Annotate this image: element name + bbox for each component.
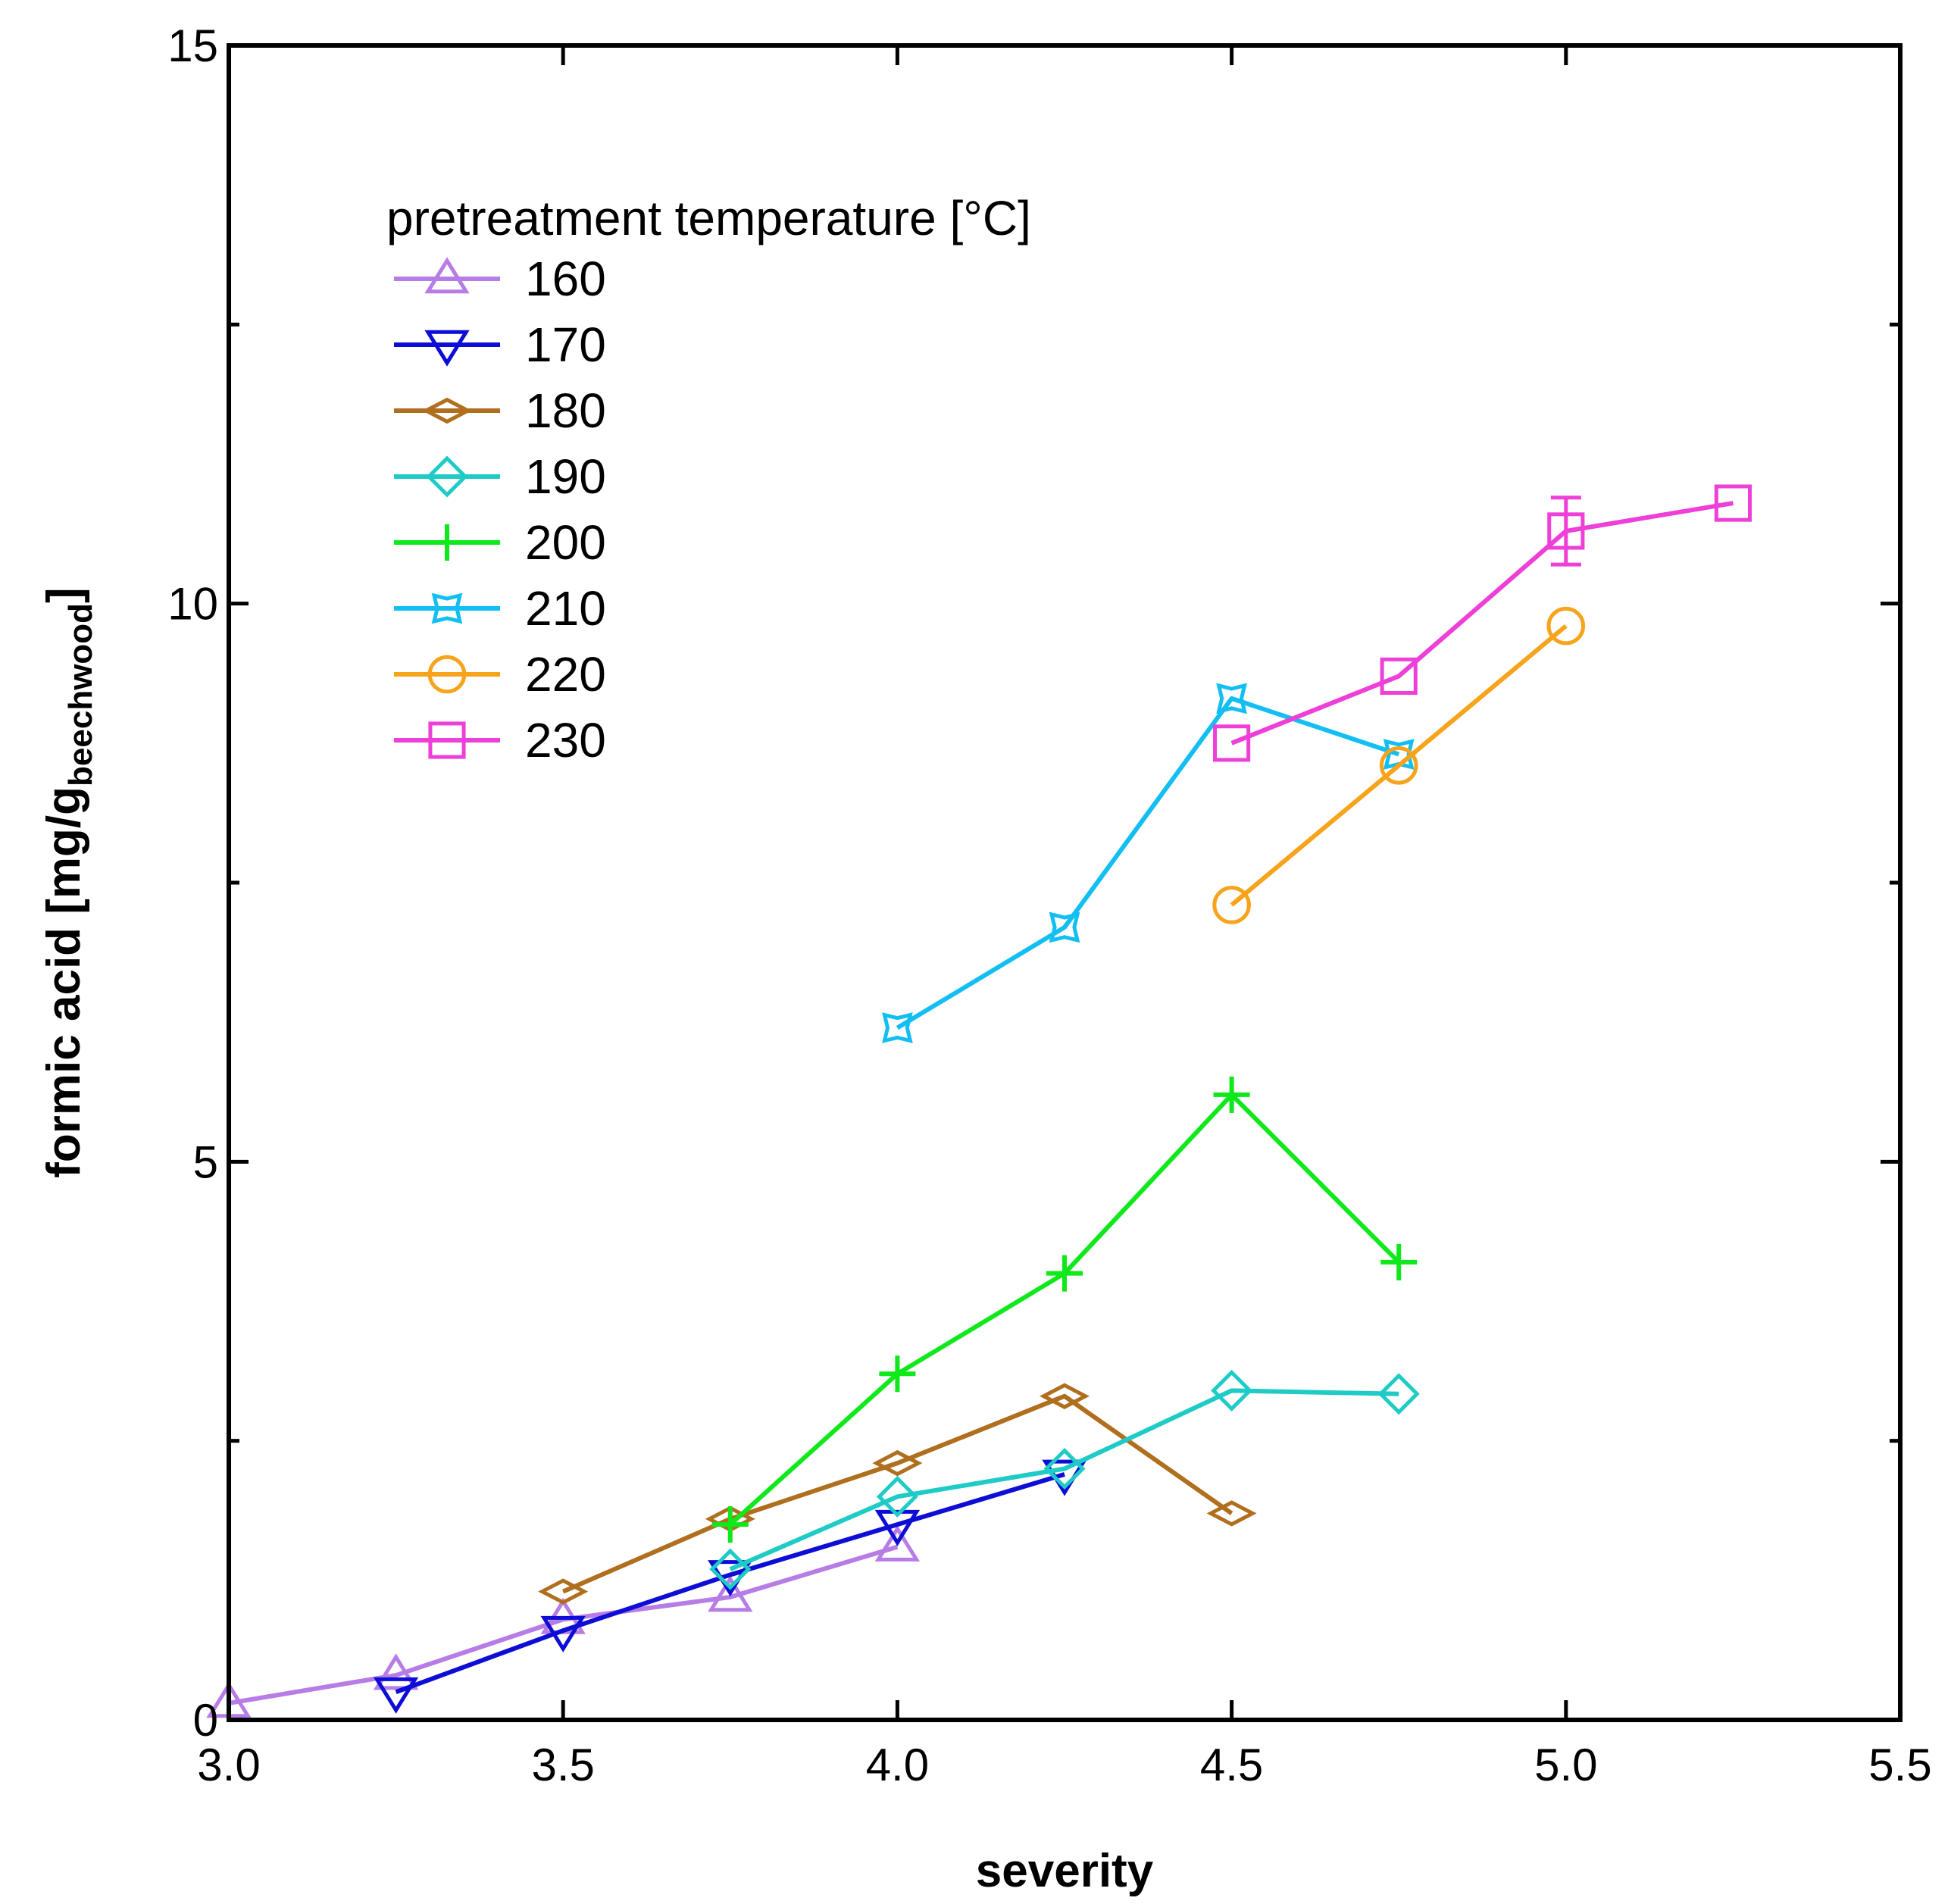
data-point (711, 1506, 749, 1543)
legend-label: 160 (525, 252, 606, 306)
x-axis-title: severity (976, 1845, 1154, 1897)
data-point (1380, 657, 1418, 696)
data-point (708, 1575, 753, 1612)
legend-item-160: 160 (394, 252, 606, 306)
legend-item-230: 230 (394, 713, 606, 768)
y-tick-label: 0 (193, 1695, 218, 1746)
legend-marker (424, 257, 470, 294)
legend-label: 200 (525, 515, 606, 570)
series-line-190 (729, 1388, 1399, 1571)
legend-marker (426, 455, 468, 498)
series-line-220 (1230, 624, 1568, 907)
marker-star-shape (1049, 911, 1080, 943)
series-layer (206, 484, 1752, 1718)
data-point (1206, 1500, 1257, 1527)
legend-marker (429, 524, 465, 561)
data-point (1046, 1255, 1083, 1292)
marker-star-shape (1216, 683, 1247, 714)
series-230 (1213, 484, 1752, 762)
x-tick-label: 4.0 (866, 1740, 929, 1790)
error-bar (1550, 496, 1581, 567)
series-line-230 (1230, 501, 1734, 746)
series-220 (1212, 606, 1586, 924)
data-point (882, 1012, 913, 1043)
series-line-170 (395, 1471, 1065, 1694)
y-axis-title-main: formic acid [mg/g (38, 786, 90, 1178)
tick-layer (227, 43, 1903, 1722)
legend-marker (421, 397, 473, 424)
data-point (1216, 683, 1247, 714)
data-point (872, 1449, 923, 1477)
legend-marker (424, 330, 470, 367)
legend-title: pretreatment temperature [°C] (386, 191, 1031, 245)
y-tick-label: 5 (193, 1136, 218, 1187)
tick-label-layer: 3.0 3.5 4.0 4.5 5.0 5.5 0 5 10 15 (167, 20, 1931, 1790)
series-line-180 (562, 1393, 1233, 1594)
data-point (879, 1355, 916, 1393)
x-tick-label: 5.5 (1868, 1740, 1931, 1790)
data-point (1049, 911, 1080, 943)
x-tick-label: 3.0 (197, 1740, 260, 1790)
legend-label: 220 (525, 647, 606, 702)
data-point (876, 1475, 918, 1518)
legend-marker (427, 655, 467, 694)
legend-item-170: 170 (394, 317, 606, 372)
x-tick-label: 5.0 (1534, 1740, 1597, 1790)
y-axis-title-close: ] (38, 587, 90, 603)
legend-item-210: 210 (394, 581, 606, 636)
legend-item-200: 200 (394, 515, 606, 570)
data-point (1714, 484, 1752, 522)
data-point (1039, 1383, 1090, 1409)
data-point (1043, 1447, 1086, 1490)
legend-label: 190 (525, 449, 606, 504)
legend-label: 180 (525, 383, 606, 438)
data-point (874, 1524, 921, 1562)
data-point (540, 1615, 586, 1652)
y-tick-label: 10 (167, 579, 218, 630)
data-point (538, 1578, 589, 1605)
data-point (1380, 1243, 1418, 1280)
legend-label: 210 (525, 581, 606, 636)
legend: 160 170 180 190 200 210 220 230 (394, 252, 606, 768)
x-tick-label: 3.5 (531, 1740, 594, 1790)
x-tick-label: 4.5 (1200, 1740, 1263, 1790)
y-axis-title: formic acid [mg/gbeechwood] (38, 587, 99, 1177)
series-200 (711, 1076, 1418, 1543)
data-point (373, 1653, 419, 1690)
data-point (1547, 512, 1585, 550)
data-point (373, 1677, 419, 1714)
legend-label: 230 (525, 713, 606, 768)
data-point (874, 1509, 921, 1546)
marker-star-shape (882, 1012, 913, 1043)
data-point (1213, 1076, 1250, 1113)
y-tick-label: 15 (167, 20, 218, 71)
legend-label: 170 (525, 317, 606, 372)
data-point (1379, 746, 1418, 785)
legend-item-180: 180 (394, 383, 606, 438)
series-line-210 (896, 696, 1400, 1030)
legend-item-190: 190 (394, 449, 606, 504)
series-190 (709, 1369, 1420, 1590)
data-point (1213, 724, 1251, 762)
data-point (1377, 1373, 1420, 1415)
y-axis-title-subscript: beechwood (62, 603, 99, 786)
data-point (709, 1548, 752, 1590)
data-point (1546, 606, 1586, 646)
legend-item-220: 220 (394, 647, 606, 702)
marker-star-shape (431, 592, 463, 624)
data-point (1211, 1369, 1253, 1412)
legend-marker (431, 592, 463, 624)
legend-marker (428, 721, 466, 759)
data-point (1212, 886, 1251, 924)
